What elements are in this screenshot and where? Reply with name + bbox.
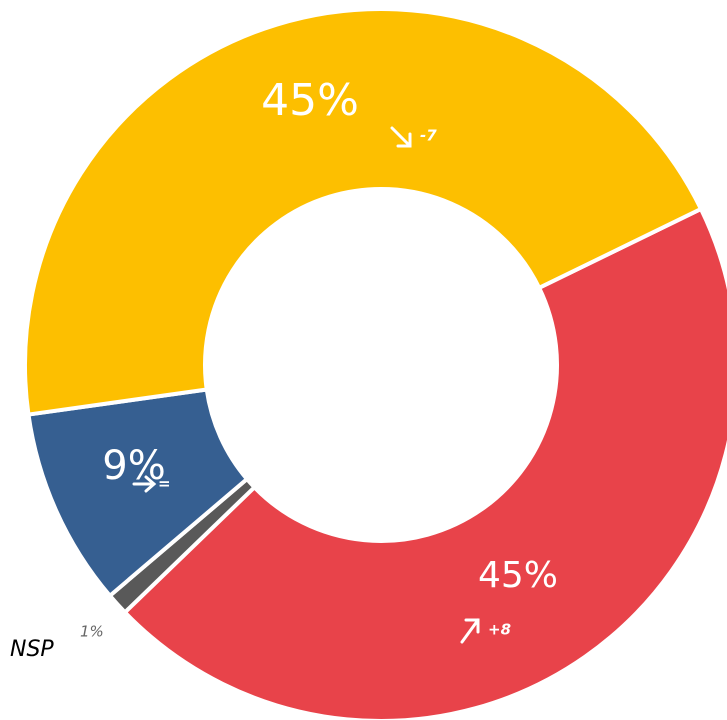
change-label: +8 [488, 621, 511, 639]
change-label: = [158, 475, 171, 493]
change-arrow [390, 126, 412, 148]
value-label: 45% [261, 75, 359, 126]
value-label: 45% [478, 555, 558, 596]
change-arrow [132, 475, 157, 493]
change-arrow [460, 618, 480, 644]
value-label: 9% [102, 443, 165, 489]
category-label: NSP [10, 637, 54, 662]
donut-segment [122, 206, 727, 720]
value-label: 1% [80, 623, 104, 641]
change-label: -7 [420, 127, 437, 145]
donut-segment [23, 7, 704, 417]
